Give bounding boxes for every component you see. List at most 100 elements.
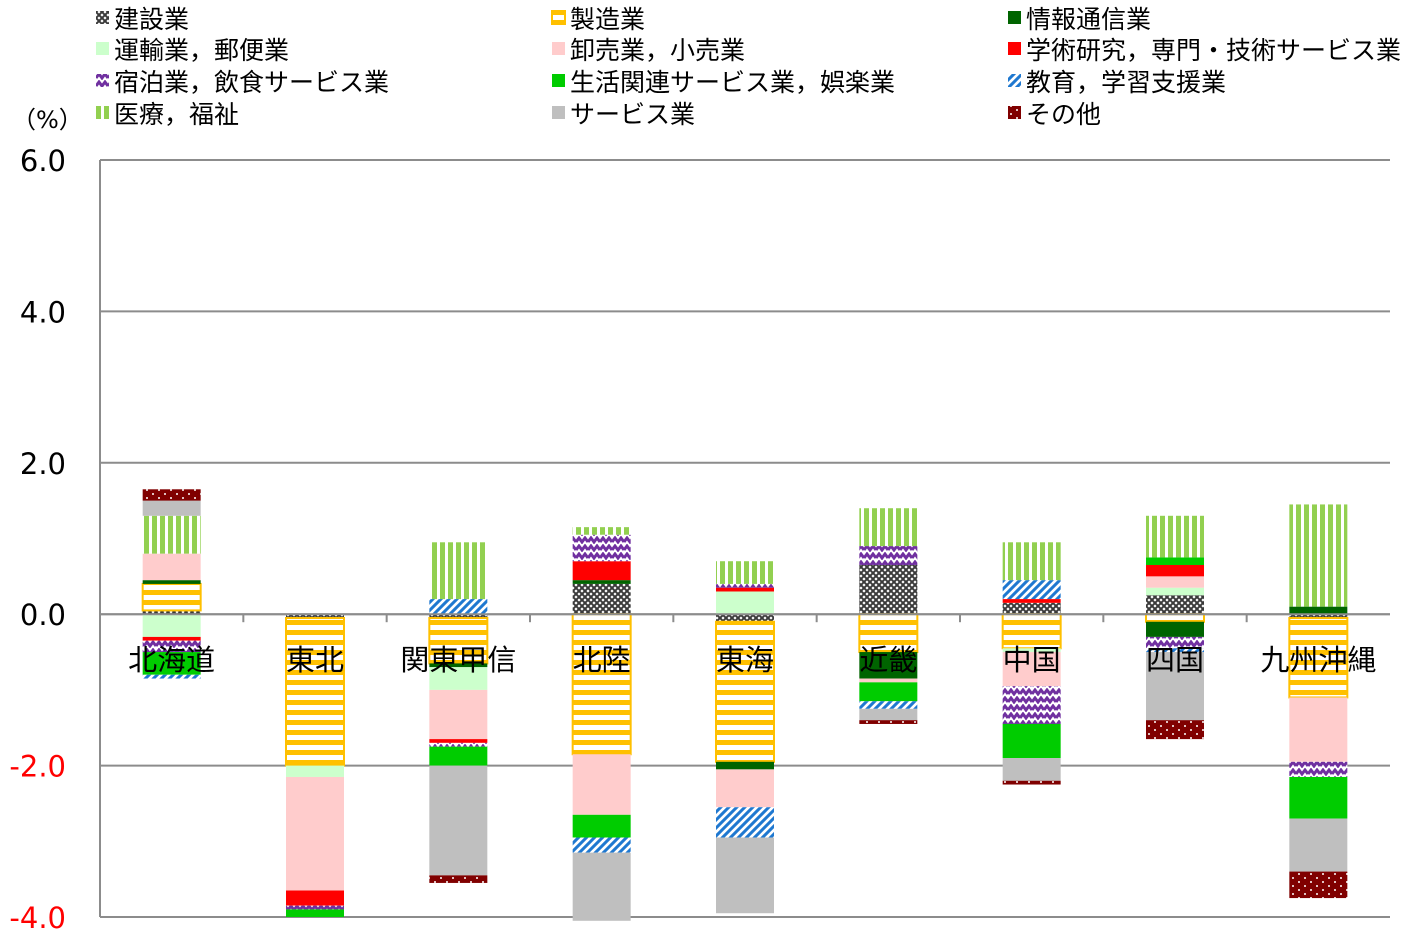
bar-segment (142, 580, 201, 584)
bar-segment (1001, 613, 1062, 650)
bar-segment (429, 667, 488, 690)
bar-segment (716, 769, 774, 808)
x-tick-label: 東海 (716, 643, 774, 677)
bar-segment (429, 746, 488, 766)
bar-segment (715, 620, 775, 763)
legend-swatch (1008, 42, 1021, 55)
bar-segment (286, 890, 344, 906)
legend-label: 建設業 (114, 5, 189, 34)
bar-segment (572, 837, 631, 853)
bar-segment (142, 636, 201, 641)
bar-segment (572, 580, 631, 584)
bar-segment (1146, 636, 1204, 649)
bar-segment (1289, 504, 1348, 607)
bar-segment (1289, 697, 1348, 762)
bar-segment (429, 765, 488, 876)
bar-segment (1289, 871, 1348, 899)
bar-segment (1002, 602, 1061, 615)
legend-label: 運輸業，郵便業 (114, 36, 289, 65)
bar-segment (716, 583, 774, 588)
bar-segment (1146, 515, 1204, 558)
bar-segment (142, 652, 201, 675)
bar-segment (1289, 818, 1348, 872)
bar-segment (429, 542, 488, 600)
x-tick-label: 北陸 (573, 643, 631, 677)
y-axis-label: （%） (12, 106, 83, 134)
bar-segment (572, 527, 631, 535)
y-tick-label: 0.0 (20, 598, 66, 632)
legend-label: サービス業 (570, 100, 695, 129)
bar-segment (286, 614, 344, 618)
legend-swatch (96, 106, 109, 119)
bar-segment (1289, 776, 1348, 819)
bar-segment (716, 761, 774, 770)
axes: 6.0 4.0 2.0 0.0 -2.0 -4.0 北海道 東北 関東甲信 北陸 東海 近畿 中国 四国 九… (9, 144, 1390, 935)
bar-segment (716, 807, 774, 838)
bar-segment (429, 739, 488, 743)
bar-segment (142, 674, 201, 679)
legend-label: その他 (1026, 100, 1101, 129)
bar-segment (286, 905, 344, 910)
bar-segment (1146, 564, 1204, 577)
legend-swatch (96, 11, 109, 24)
bar-segment (1002, 542, 1061, 581)
bar-segment (716, 614, 774, 622)
bar-segment (716, 561, 774, 584)
bar-segment (572, 534, 631, 562)
y-tick-label: -2.0 (9, 750, 66, 784)
bar-segment (859, 652, 918, 679)
bar-segment (1002, 780, 1061, 785)
legend-label: 学術研究，専門・技術サービス業 (1026, 36, 1401, 65)
legend-swatch (551, 10, 566, 25)
y-tick-label: 6.0 (20, 144, 66, 178)
bar-segment (859, 708, 918, 721)
bar-segment (1289, 614, 1348, 618)
bar-segment (859, 546, 918, 565)
legend-swatch (96, 42, 109, 55)
bar-segment (429, 663, 488, 668)
legend-label: 製造業 (570, 5, 645, 34)
bar-segment (571, 613, 632, 756)
bar-segment (429, 689, 488, 740)
bar-segment (859, 508, 918, 547)
bar-segment (716, 837, 774, 914)
bar-segment (1002, 758, 1061, 781)
bar-segment (142, 489, 201, 501)
bar-segment (1002, 652, 1061, 687)
x-tick-label: 東北 (286, 643, 344, 677)
x-tick-label: 近畿 (859, 643, 917, 677)
bar-segment (859, 678, 918, 683)
bar-segment (286, 776, 344, 891)
bar-segment (859, 682, 918, 702)
bar-segment (1146, 720, 1204, 740)
bar-segment (572, 814, 631, 838)
bar-segment (142, 500, 201, 516)
legend-swatch (552, 42, 565, 55)
x-tick-label: 北海道 (128, 643, 215, 677)
legend-label: 情報通信業 (1026, 5, 1151, 34)
bar-segment (1146, 595, 1204, 615)
legend-label: 教育，学習支援業 (1026, 68, 1226, 97)
bar-segment (1146, 621, 1204, 637)
legend-swatch (1008, 106, 1021, 119)
bar-segment (429, 614, 488, 618)
bar-segment (572, 583, 631, 615)
bar-segment (1146, 576, 1204, 588)
bar-segment (1146, 557, 1204, 565)
legend-label: 宿泊業，飲食サービス業 (114, 68, 389, 97)
bar-segment (1289, 761, 1348, 777)
bar-segment (859, 564, 918, 615)
bar-segment (142, 640, 201, 653)
y-tick-label: 2.0 (20, 447, 66, 481)
bars (141, 489, 1349, 921)
bar-segment (1289, 606, 1348, 615)
bar-segment (1002, 599, 1061, 603)
x-tick-label: 四国 (1146, 643, 1204, 677)
legend-swatch (1008, 11, 1021, 24)
bar-segment (859, 701, 918, 709)
bar-segment (142, 515, 201, 554)
bar-segment (1288, 616, 1349, 699)
bar-segment (429, 599, 488, 615)
